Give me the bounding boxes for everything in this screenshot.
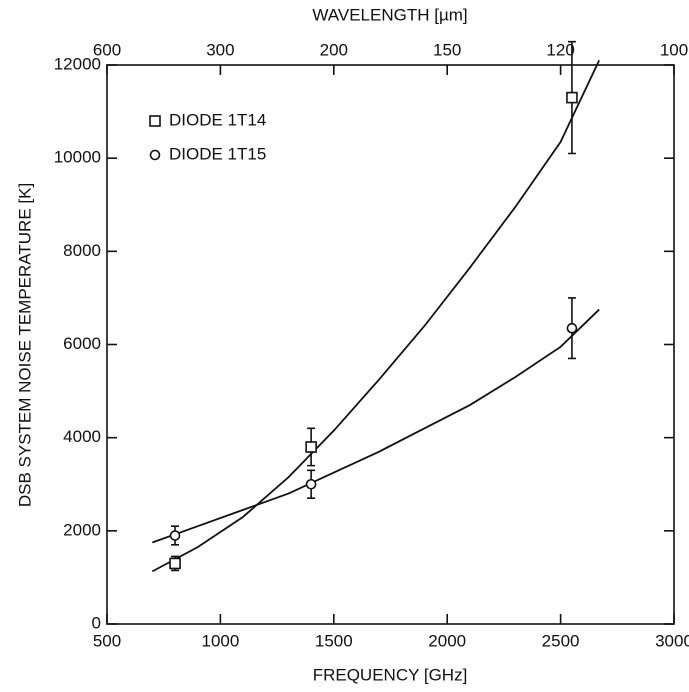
x2-axis-label: WAVELENGTH [µm] (312, 5, 467, 24)
point (566, 91, 578, 104)
point (566, 322, 578, 334)
x2-tick-label: 150 (433, 40, 461, 59)
fit-curve (151, 59, 600, 573)
x2-tick-label: 600 (93, 40, 121, 59)
point (169, 557, 181, 570)
legend-marker (149, 149, 161, 161)
point (305, 478, 317, 490)
y-tick-label: 4000 (63, 427, 101, 446)
y-tick-label: 6000 (63, 334, 101, 353)
y-tick-label: 12000 (54, 54, 101, 73)
x-tick-label: 1000 (201, 631, 239, 650)
x2-tick-label: 300 (206, 40, 234, 59)
x-tick-label: 1500 (315, 631, 353, 650)
y-tick-label: 2000 (63, 520, 101, 539)
legend-label: DIODE 1T14 (169, 110, 266, 129)
x2-tick-label: 100 (660, 40, 688, 59)
x-tick-label: 2000 (428, 631, 466, 650)
x-tick-label: 2500 (542, 631, 580, 650)
x2-tick-label: 120 (546, 40, 574, 59)
x-axis-label: FREQUENCY [GHz] (313, 665, 468, 684)
x2-tick-label: 200 (320, 40, 348, 59)
y-tick-label: 8000 (63, 241, 101, 260)
y-tick-label: 10000 (54, 148, 101, 167)
legend-label: DIODE 1T15 (169, 144, 266, 163)
fit-curve (152, 308, 600, 544)
x-tick-label: 500 (93, 631, 121, 650)
y-tick-label: 0 (92, 613, 101, 632)
y-axis-label: DSB SYSTEM NOISE TEMPERATURE [K] (15, 183, 34, 507)
x-tick-label: 3000 (655, 631, 689, 650)
legend-marker (149, 115, 161, 127)
point (169, 530, 181, 541)
point (305, 441, 317, 453)
